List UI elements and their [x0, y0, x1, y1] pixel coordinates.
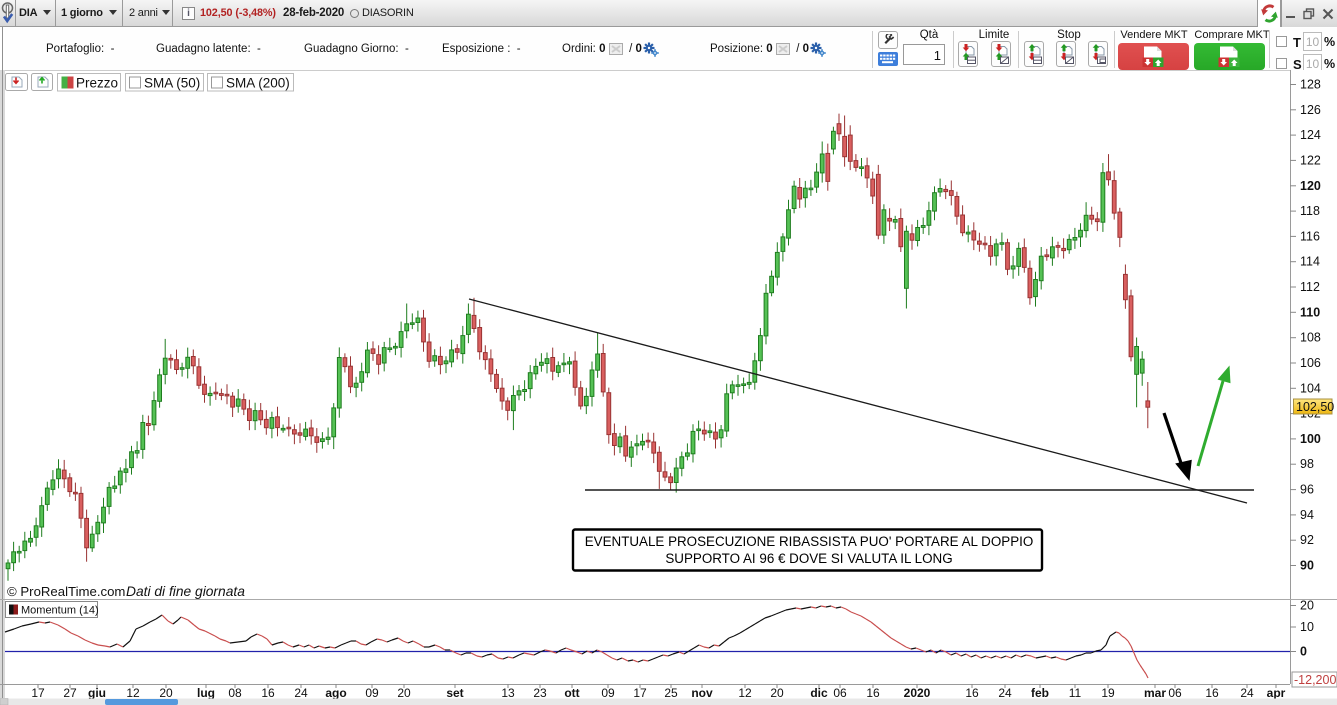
- svg-text:24: 24: [998, 686, 1012, 700]
- svg-text:SMA (50): SMA (50): [144, 76, 200, 91]
- svg-text:16: 16: [261, 686, 275, 700]
- svg-text:17: 17: [31, 686, 45, 700]
- svg-text:dic: dic: [810, 686, 828, 700]
- svg-text:100: 100: [1300, 432, 1321, 446]
- svg-text:set: set: [446, 686, 463, 700]
- svg-text:27: 27: [63, 686, 77, 700]
- svg-text:90: 90: [1300, 559, 1314, 573]
- svg-text:nov: nov: [691, 686, 713, 700]
- svg-text:06: 06: [1168, 686, 1182, 700]
- svg-text:feb: feb: [1031, 686, 1049, 700]
- svg-text:Prezzo: Prezzo: [76, 76, 118, 91]
- svg-text:96: 96: [1300, 483, 1314, 497]
- svg-text:108: 108: [1300, 331, 1321, 345]
- svg-text:104: 104: [1300, 381, 1321, 395]
- svg-text:EVENTUALE PROSECUZIONE RIBASSI: EVENTUALE PROSECUZIONE RIBASSISTA PUO' P…: [585, 534, 1034, 549]
- svg-text:20: 20: [770, 686, 784, 700]
- svg-text:116: 116: [1300, 229, 1320, 243]
- svg-text:11: 11: [1069, 686, 1082, 700]
- svg-text:09: 09: [601, 686, 615, 700]
- svg-text:ago: ago: [325, 686, 346, 700]
- svg-text:114: 114: [1300, 255, 1320, 269]
- svg-text:106: 106: [1300, 356, 1321, 370]
- svg-text:16: 16: [1205, 686, 1219, 700]
- svg-text:09: 09: [365, 686, 379, 700]
- svg-text:17: 17: [633, 686, 647, 700]
- svg-text:16: 16: [965, 686, 979, 700]
- svg-text:SUPPORTO AI 96 € DOVE SI VALUT: SUPPORTO AI 96 € DOVE SI VALUTA IL LONG: [665, 551, 952, 566]
- svg-text:ott: ott: [564, 686, 579, 700]
- svg-text:mar: mar: [1144, 686, 1166, 700]
- svg-text:128: 128: [1300, 78, 1321, 92]
- svg-text:08: 08: [228, 686, 242, 700]
- svg-text:20: 20: [159, 686, 173, 700]
- svg-text:120: 120: [1300, 179, 1321, 193]
- svg-text:apr: apr: [1267, 686, 1286, 700]
- svg-text:0: 0: [1300, 645, 1307, 659]
- svg-text:112: 112: [1300, 280, 1320, 294]
- svg-text:92: 92: [1300, 533, 1314, 547]
- svg-text:© ProRealTime.com: © ProRealTime.com: [7, 584, 125, 599]
- svg-text:118: 118: [1300, 204, 1320, 218]
- svg-text:12: 12: [126, 686, 140, 700]
- svg-text:Dati di fine giornata: Dati di fine giornata: [126, 584, 245, 599]
- svg-text:06: 06: [833, 686, 847, 700]
- svg-text:19: 19: [1101, 686, 1115, 700]
- svg-text:110: 110: [1300, 305, 1320, 319]
- svg-text:16: 16: [866, 686, 880, 700]
- svg-text:24: 24: [294, 686, 308, 700]
- svg-text:2020: 2020: [904, 686, 931, 700]
- svg-text:25: 25: [664, 686, 678, 700]
- svg-text:102,50: 102,50: [1296, 400, 1334, 414]
- svg-text:124: 124: [1300, 128, 1321, 142]
- svg-text:94: 94: [1300, 508, 1314, 522]
- svg-text:13: 13: [501, 686, 515, 700]
- svg-text:12: 12: [738, 686, 752, 700]
- svg-text:20: 20: [1300, 599, 1314, 613]
- svg-text:20: 20: [397, 686, 411, 700]
- svg-text:122: 122: [1300, 153, 1321, 167]
- svg-text:-12,200: -12,200: [1294, 673, 1336, 687]
- svg-text:giu: giu: [88, 686, 106, 700]
- svg-text:23: 23: [533, 686, 547, 700]
- svg-text:lug: lug: [197, 686, 215, 700]
- svg-text:24: 24: [1240, 686, 1254, 700]
- svg-text:Momentum (14): Momentum (14): [21, 605, 99, 617]
- svg-text:SMA (200): SMA (200): [226, 76, 290, 91]
- svg-text:126: 126: [1300, 103, 1321, 117]
- svg-text:10: 10: [1300, 620, 1314, 634]
- svg-text:98: 98: [1300, 457, 1314, 471]
